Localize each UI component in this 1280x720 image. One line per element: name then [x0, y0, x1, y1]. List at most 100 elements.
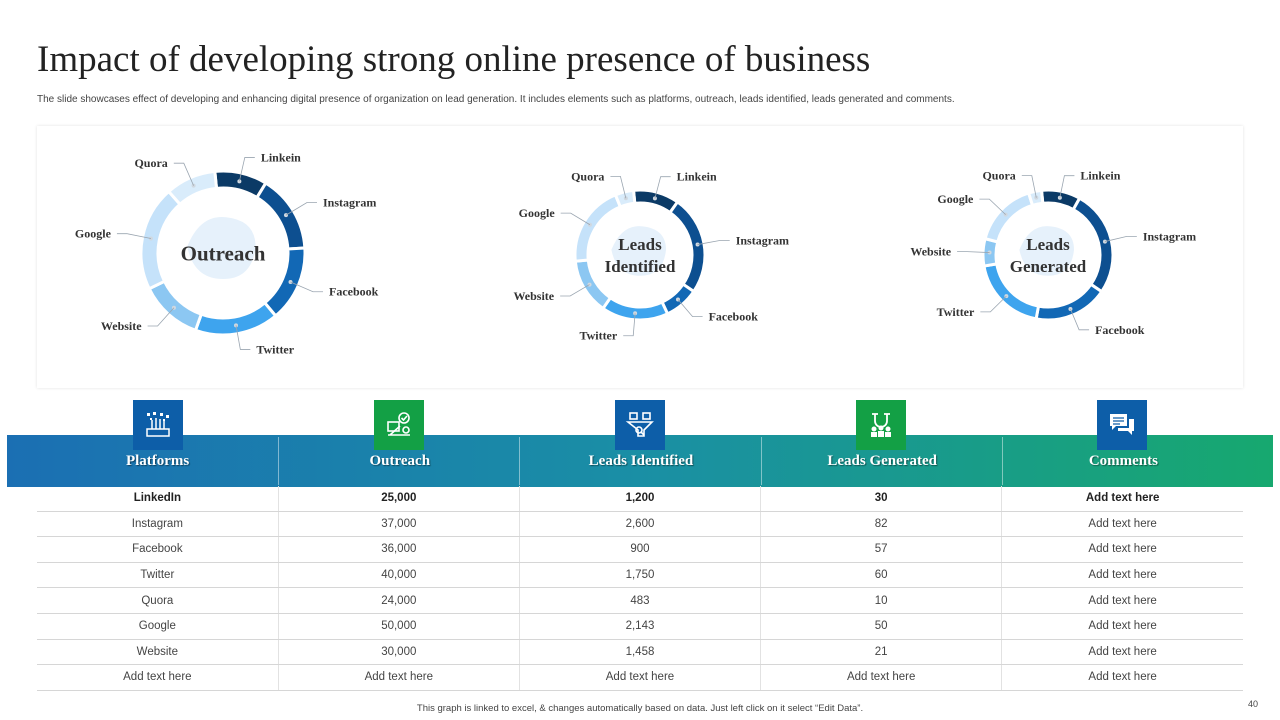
table-cell: 37,000 — [277, 511, 520, 538]
column-header-4: Comments — [1001, 437, 1244, 485]
slice-label-google: Google — [75, 227, 112, 241]
table-cell: Google — [37, 613, 279, 640]
table-cell: Add text here — [760, 664, 1002, 691]
table-cell: Add text here — [1001, 486, 1243, 512]
table-cell: 25,000 — [277, 486, 520, 512]
leader-dot — [234, 323, 239, 328]
slice-label-quora: Quora — [571, 169, 604, 183]
slice-label-website: Website — [910, 245, 951, 259]
table-cell: Add text here — [518, 664, 761, 691]
table-cell: 30,000 — [277, 639, 520, 666]
donut-slice-instagram — [254, 180, 307, 251]
table-cell: Add text here — [1001, 511, 1243, 538]
leader-line — [116, 233, 152, 239]
slice-label-google: Google — [937, 192, 974, 206]
donut-charts-panel: Linkein Instagram Facebook Twitter Website Go… — [37, 126, 1243, 388]
donut-center-label: Leads — [1026, 235, 1070, 254]
column-header-3: Leads Generated — [760, 437, 1003, 485]
table-cell: 24,000 — [277, 587, 520, 614]
table-row: Add text here Add text here Add text here A… — [37, 664, 1243, 691]
donut-slice-facebook — [1034, 282, 1104, 322]
slice-label-website: Website — [101, 319, 142, 333]
leader-line — [654, 176, 671, 199]
donut-slice-google — [139, 189, 183, 291]
table-row: LinkedIn 25,000 1,200 30 Add text here — [37, 486, 1243, 512]
slice-label-linkein: Linkein — [261, 150, 301, 164]
table-cell: Add text here — [1001, 664, 1243, 691]
table-cell: Quora — [37, 587, 279, 614]
leader-dot — [1057, 195, 1062, 200]
donut-charts-svg: Linkein Instagram Facebook Twitter Website Go… — [75, 150, 1196, 356]
platforms-icon — [132, 400, 183, 450]
page-title: Impact of developing strong online prese… — [37, 39, 871, 80]
donut-slice-facebook — [262, 246, 307, 318]
leader-line — [610, 176, 627, 199]
donut-center-label: Leads — [618, 235, 662, 254]
table-cell: 30 — [760, 486, 1002, 512]
column-header-2: Leads Identified — [519, 437, 761, 485]
leader-line — [173, 162, 194, 186]
map-watermark — [1019, 226, 1074, 276]
leader-line — [1059, 175, 1075, 198]
slice-label-instagram: Instagram — [323, 195, 376, 209]
donut-chart-0: Linkein Instagram Facebook Twitter Website Go… — [75, 150, 379, 356]
slice-label-twitter: Twitter — [256, 342, 294, 356]
leads-generated-icon — [856, 400, 907, 450]
slice-label-twitter: Twitter — [579, 329, 617, 343]
leader-line — [677, 299, 703, 318]
donut-chart-1: Linkein Instagram Facebook Twitter Website Go… — [513, 169, 789, 342]
leader-line — [1104, 235, 1137, 242]
table-cell: 1,750 — [518, 562, 761, 589]
donut-chart-2: Linkein Instagram Facebook Twitter Website Go… — [910, 169, 1196, 337]
leader-line — [147, 307, 175, 327]
donut-center-label: Identified — [605, 257, 676, 276]
slice-label-linkein: Linkein — [677, 170, 717, 184]
donut-slice-instagram — [667, 199, 707, 294]
leader-dot — [1102, 239, 1107, 244]
leader-dot — [191, 183, 196, 188]
leader-line — [979, 198, 1006, 215]
leader-line — [623, 313, 636, 337]
slice-label-google: Google — [519, 206, 556, 220]
page-subtitle: The slide showcases effect of developing… — [37, 94, 955, 105]
table-cell: Twitter — [37, 562, 279, 589]
table-cell: Add text here — [1001, 587, 1243, 614]
leader-line — [1070, 308, 1090, 331]
table-cell: 900 — [518, 536, 761, 563]
column-header-1: Outreach — [278, 437, 520, 485]
leader-line — [285, 202, 317, 216]
table-cell: 50 — [760, 613, 1002, 640]
page-number: 40 — [1248, 699, 1259, 709]
donut-slice-quora — [166, 169, 219, 207]
table-cell: Add text here — [277, 664, 520, 691]
slice-label-facebook: Facebook — [329, 285, 379, 299]
table-row: Quora 24,000 483 10 Add text here — [37, 587, 1243, 614]
outreach-icon — [373, 400, 424, 450]
leader-line — [697, 240, 730, 245]
table-cell: 1,458 — [518, 639, 761, 666]
table-cell: 2,143 — [518, 613, 761, 640]
leader-line — [235, 325, 251, 350]
platform-table: LinkedIn 25,000 1,200 30 Add text here Instag… — [37, 486, 1243, 691]
table-cell: 36,000 — [277, 536, 520, 563]
table-cell: 40,000 — [277, 562, 520, 589]
slice-label-quora: Quora — [134, 156, 167, 170]
slice-label-facebook: Facebook — [1095, 323, 1145, 337]
table-row: Website 30,000 1,458 21 Add text here — [37, 639, 1243, 666]
footnote: This graph is linked to excel, & changes… — [416, 703, 864, 714]
table-cell: 483 — [518, 587, 761, 614]
table-cell: Instagram — [37, 511, 279, 538]
leader-line — [560, 212, 591, 226]
table-cell: 60 — [760, 562, 1002, 589]
leads-identified-icon — [615, 400, 665, 450]
table-row: Facebook 36,000 900 57 Add text here — [37, 536, 1243, 563]
table-cell: Facebook — [37, 536, 279, 563]
donut-slice-twitter — [600, 295, 670, 322]
donut-slice-twitter — [193, 300, 278, 337]
donut-center-label: Outreach — [181, 241, 266, 265]
donut-center-label: Generated — [1010, 257, 1087, 276]
comments-icon — [1097, 400, 1148, 450]
leader-dot — [288, 280, 293, 285]
table-row: Google 50,000 2,143 50 Add text here — [37, 613, 1243, 640]
leader-line — [238, 157, 255, 182]
